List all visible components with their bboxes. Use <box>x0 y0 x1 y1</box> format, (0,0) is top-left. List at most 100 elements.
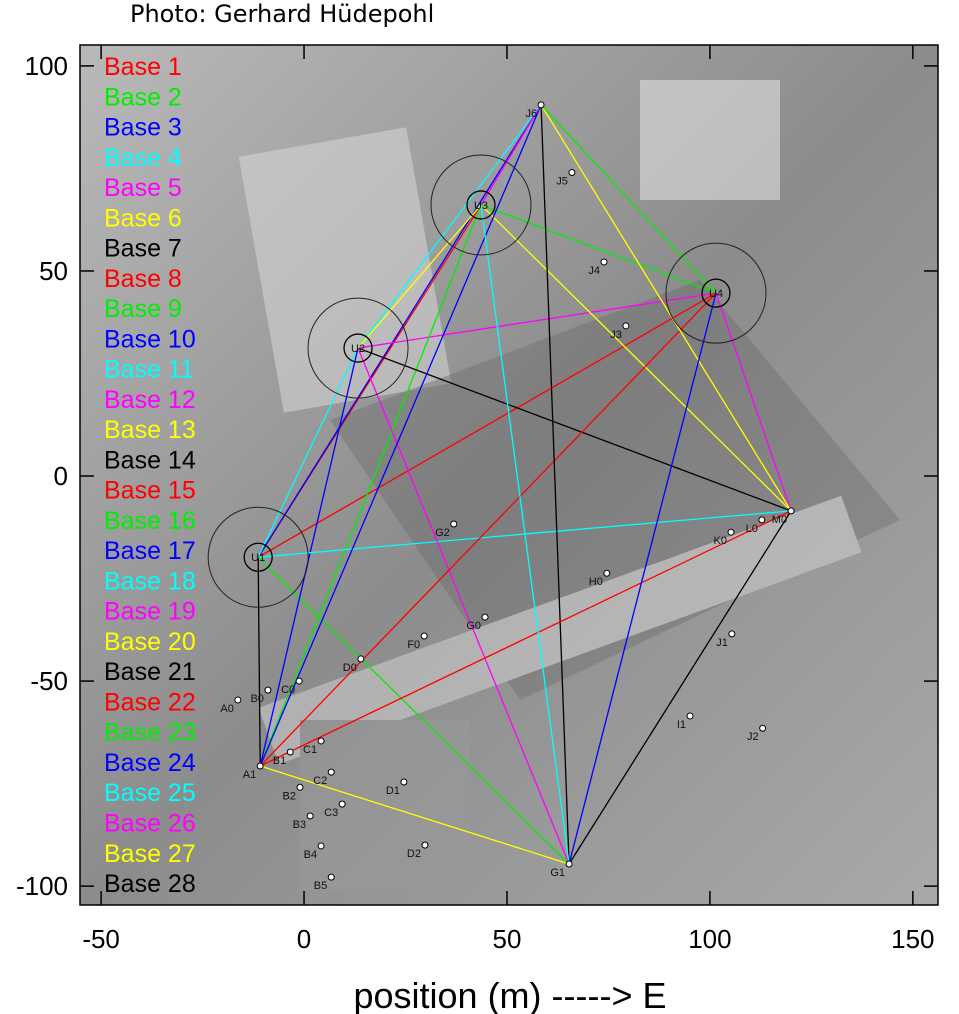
station <box>358 656 364 662</box>
legend-entry: Base 18 <box>104 567 196 595</box>
legend-entry: Base 22 <box>104 688 196 716</box>
legend-entry: Base 10 <box>104 325 196 353</box>
station-label: H0 <box>589 576 603 588</box>
station <box>297 784 303 790</box>
station-label: J4 <box>588 265 600 277</box>
station-label: U3 <box>474 200 488 212</box>
station-label: M0 <box>772 514 787 526</box>
legend-entry: Base 26 <box>104 810 196 838</box>
station <box>759 517 765 523</box>
station <box>569 170 575 176</box>
station <box>257 763 263 769</box>
station <box>451 521 457 527</box>
station-label: G1 <box>550 867 565 879</box>
x-tick-label: 0 <box>297 924 311 954</box>
station <box>307 813 313 819</box>
legend-entry: Base 14 <box>104 446 196 474</box>
station <box>482 614 488 620</box>
station <box>422 842 428 848</box>
legend-entry: Base 25 <box>104 779 196 807</box>
station-label: B4 <box>304 849 317 861</box>
y-tick-label: 50 <box>39 256 68 286</box>
station <box>729 631 735 637</box>
legend-entry: Base 15 <box>104 477 196 505</box>
y-tick-label: -50 <box>30 666 68 696</box>
station <box>328 874 334 880</box>
station-label: U4 <box>709 288 723 300</box>
station <box>601 259 607 265</box>
station-label: B5 <box>314 880 327 892</box>
station-label: D1 <box>386 785 400 797</box>
station-label: J1 <box>716 637 728 649</box>
station <box>760 725 766 731</box>
legend-entry: Base 20 <box>104 628 196 656</box>
legend-entry: Base 23 <box>104 719 196 747</box>
legend-entry: Base 1 <box>104 53 182 81</box>
station <box>296 678 302 684</box>
station-label: D2 <box>407 848 421 860</box>
legend-entry: Base 6 <box>104 204 182 232</box>
legend-entry: Base 16 <box>104 507 196 535</box>
station-label: B3 <box>293 819 306 831</box>
station <box>339 801 345 807</box>
station <box>328 769 334 775</box>
station <box>687 713 693 719</box>
station-label: J5 <box>556 176 568 188</box>
station <box>788 508 794 514</box>
legend-entry: Base 4 <box>104 144 182 172</box>
x-tick-label: -50 <box>82 924 120 954</box>
x-axis-label: position (m) -----> E <box>353 975 666 1014</box>
legend-entry: Base 12 <box>104 386 196 414</box>
station-label: G0 <box>466 620 481 632</box>
station-label: B2 <box>283 790 296 802</box>
station <box>604 570 610 576</box>
station-label: J6 <box>525 108 537 120</box>
legend-entry: Base 19 <box>104 598 196 626</box>
legend-entry: Base 24 <box>104 749 196 777</box>
legend-entry: Base 28 <box>104 870 196 898</box>
legend-entry: Base 3 <box>104 114 182 142</box>
station-label: A1 <box>243 769 256 781</box>
station-label: U2 <box>351 343 365 355</box>
station-label: F0 <box>407 639 420 651</box>
legend-entry: Base 5 <box>104 174 182 202</box>
station-label: C0 <box>281 684 295 696</box>
legend-entry: Base 21 <box>104 658 196 686</box>
station <box>265 687 271 693</box>
station-label: I1 <box>677 719 686 731</box>
x-tick-label: 150 <box>891 924 934 954</box>
station-label: B1 <box>273 755 286 767</box>
station <box>318 843 324 849</box>
station <box>538 102 544 108</box>
legend-entry: Base 8 <box>104 265 182 293</box>
station-label: B0 <box>250 693 263 705</box>
photo-credit: Photo: Gerhard Hüdepohl <box>130 0 434 28</box>
station <box>318 738 324 744</box>
station-label: C3 <box>324 807 338 819</box>
y-tick-label: -100 <box>16 871 68 901</box>
station <box>401 779 407 785</box>
station <box>421 633 427 639</box>
station-label: K0 <box>714 535 727 547</box>
legend-entry: Base 2 <box>104 83 182 111</box>
legend-entry: Base 11 <box>104 356 194 384</box>
station-label: A0 <box>220 703 233 715</box>
legend-entry: Base 27 <box>104 840 196 868</box>
station <box>235 697 241 703</box>
y-tick-label: 0 <box>54 461 68 491</box>
station <box>287 749 293 755</box>
x-tick-label: 100 <box>688 924 731 954</box>
x-tick-label: 50 <box>493 924 522 954</box>
station-label: L0 <box>746 523 758 535</box>
station-label: J2 <box>747 731 759 743</box>
y-tick-label: 100 <box>25 51 68 81</box>
chart: U1U2U3U4J6M0G1A1D0J5J4J3G2K0L0H0G0F0J1I1… <box>0 0 959 1014</box>
station-label: C1 <box>303 744 317 756</box>
legend-entry: Base 17 <box>104 537 196 565</box>
legend-entry: Base 13 <box>104 416 196 444</box>
station-label: J3 <box>610 329 622 341</box>
station <box>566 861 572 867</box>
legend-entry: Base 7 <box>104 235 182 263</box>
station <box>728 529 734 535</box>
station <box>623 323 629 329</box>
